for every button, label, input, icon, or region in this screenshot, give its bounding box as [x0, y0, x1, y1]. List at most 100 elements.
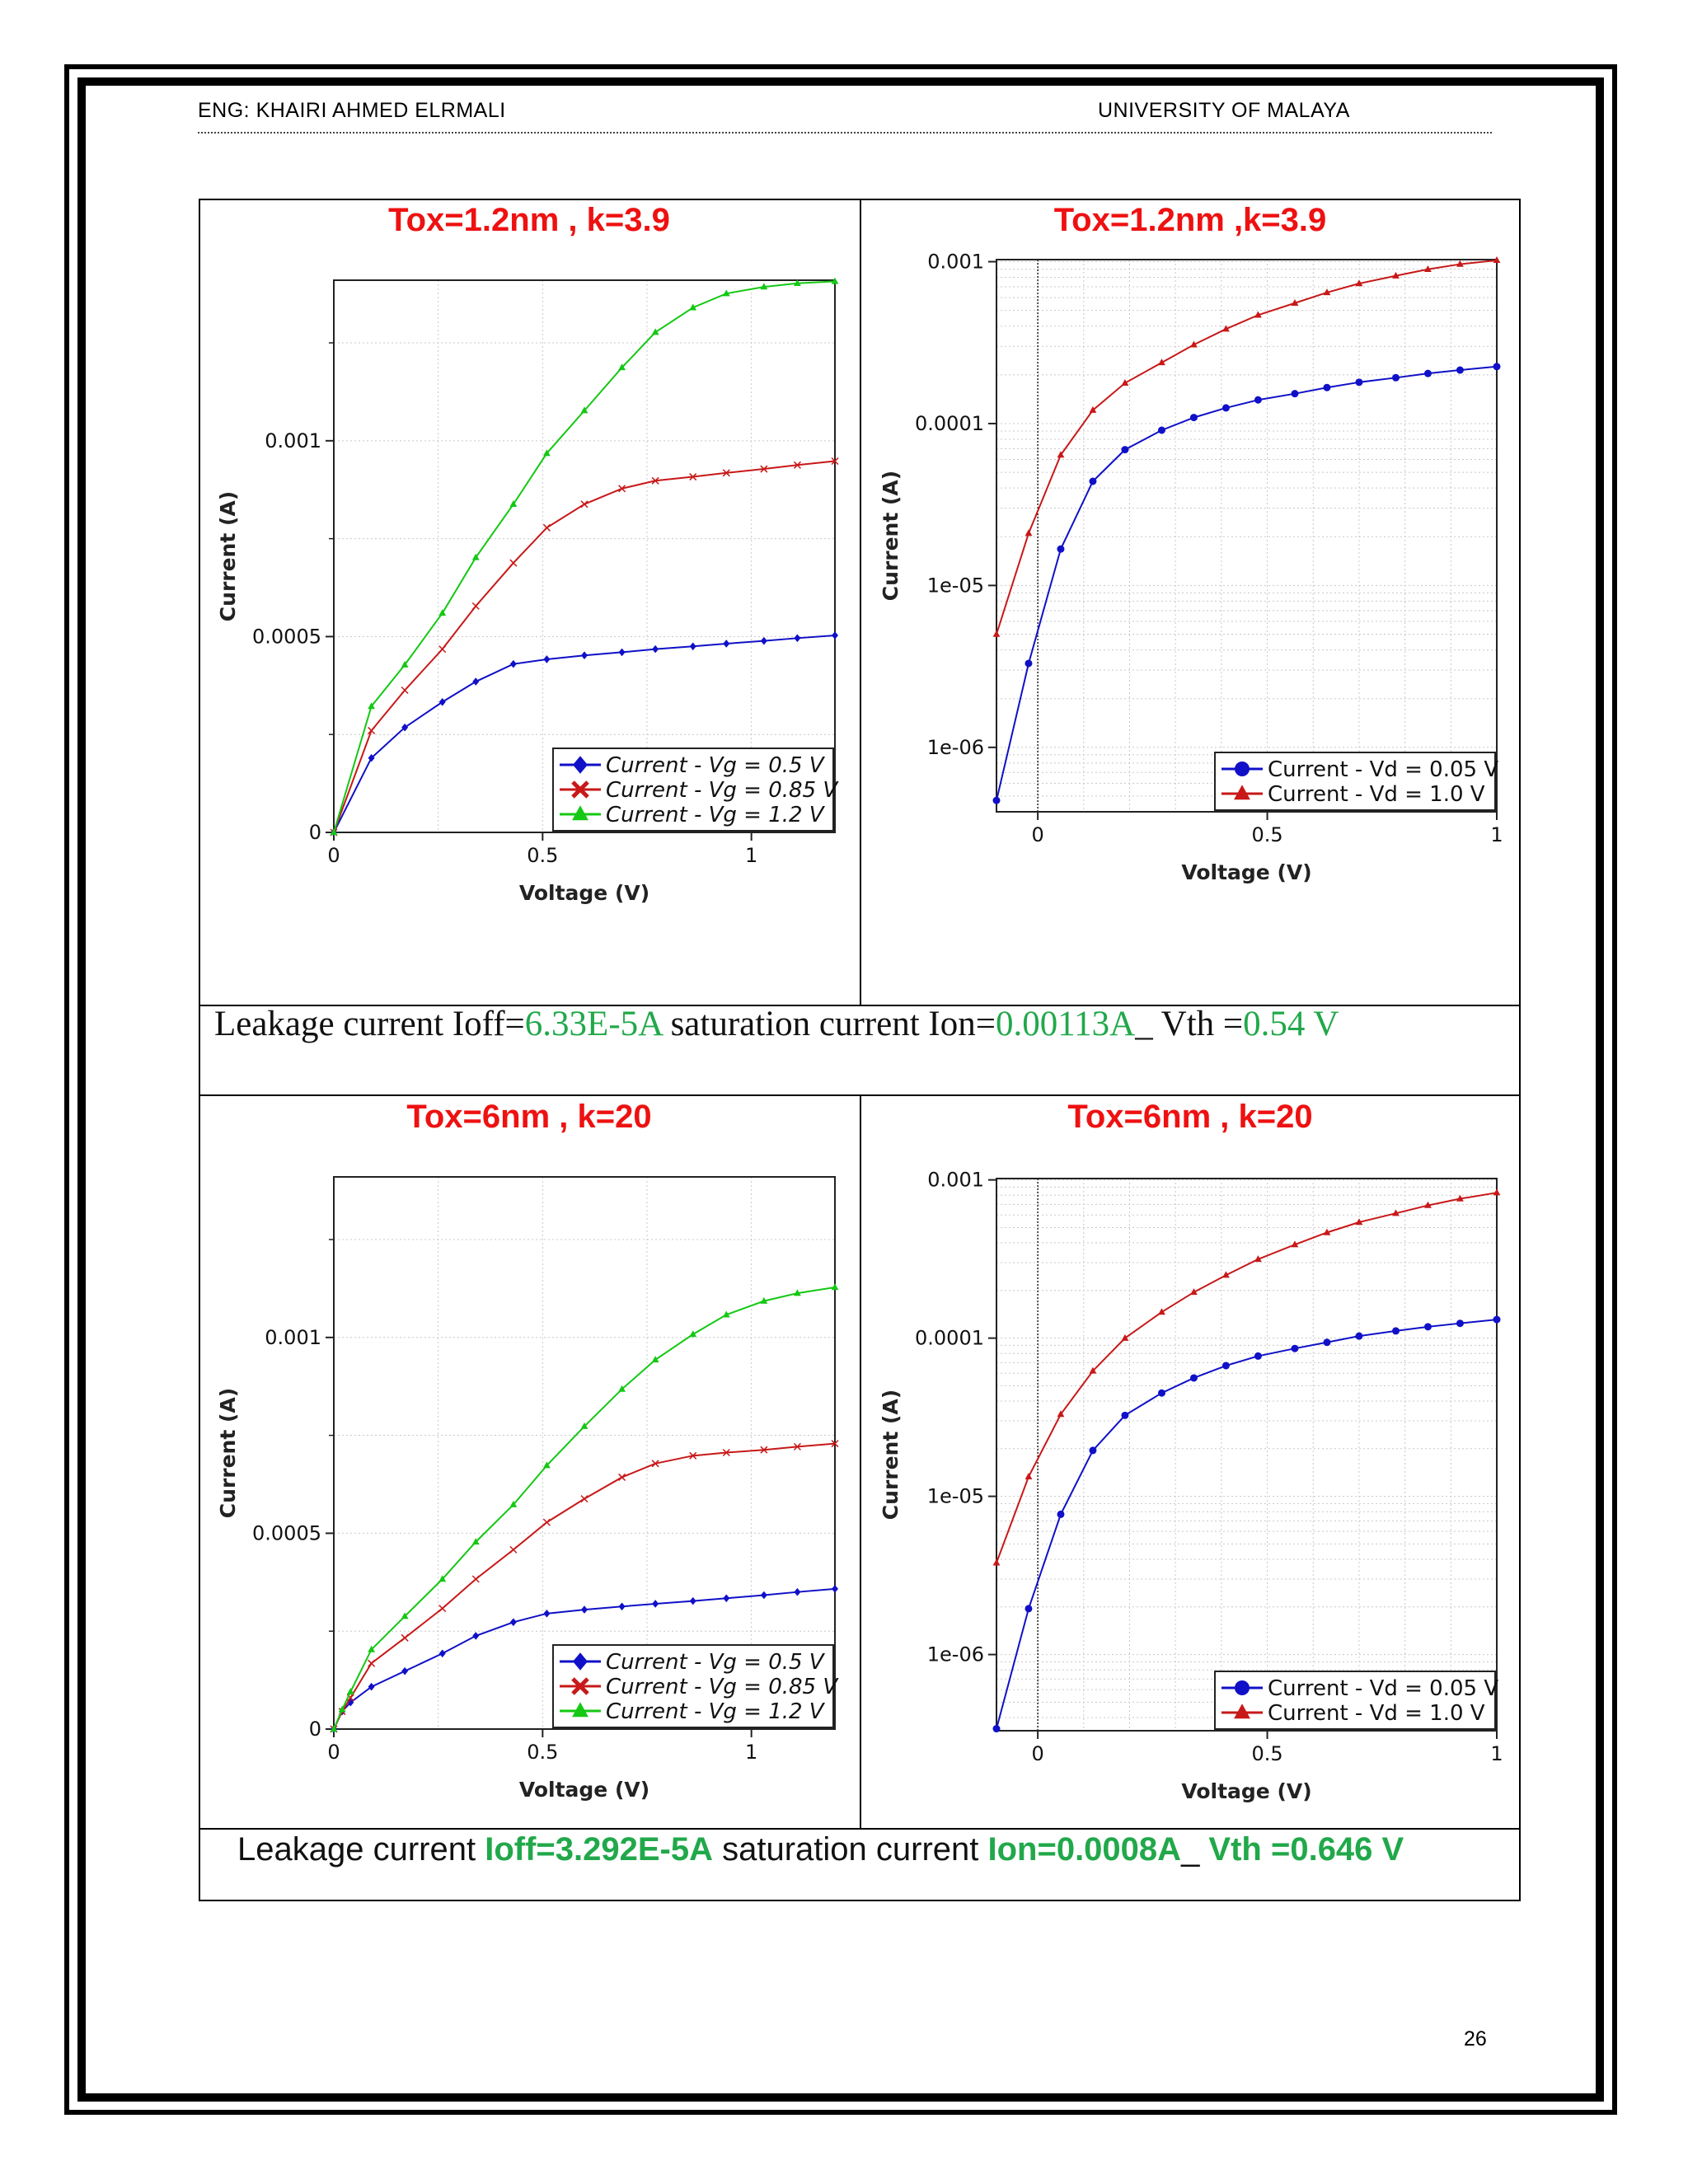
series-1: [992, 1188, 1501, 1566]
series-0: [992, 363, 1501, 804]
plot-frame: [996, 259, 1498, 813]
data-point: [992, 1558, 1001, 1566]
data-point: [1493, 363, 1501, 371]
data-point: [722, 1310, 730, 1318]
data-point: [992, 1725, 1001, 1733]
data-point: [689, 1330, 697, 1338]
x-tick-label: 0.5: [527, 844, 558, 867]
data-point: [1025, 659, 1033, 668]
data-point: [1355, 279, 1363, 287]
data-point: [618, 363, 626, 371]
plot-area: [996, 1179, 1497, 1731]
table-divider-vertical-bottom: [860, 1094, 861, 1828]
data-point: [471, 602, 480, 610]
caption-tox6-text2: saturation current: [712, 1831, 988, 1868]
caption-tox6-ion: Ion=0.0008A: [987, 1831, 1182, 1868]
data-point: [401, 1666, 409, 1675]
data-point: [794, 1587, 801, 1596]
data-point: [1254, 311, 1262, 318]
y-tick-label: 0.0001: [915, 412, 984, 435]
data-point: [992, 796, 1001, 804]
x-tick-label: 0.5: [1251, 823, 1282, 846]
data-point: [793, 1442, 801, 1451]
data-point: [401, 686, 409, 695]
data-point: [368, 726, 376, 734]
data-point: [794, 634, 801, 643]
caption-tox1-text1: Leakage current Ioff=: [214, 1005, 525, 1043]
data-point: [1158, 359, 1165, 366]
data-point: [1157, 426, 1165, 434]
y-axis-label: Current (A): [879, 1390, 903, 1520]
data-point: [1424, 1201, 1432, 1208]
data-point: [794, 1289, 801, 1296]
data-point: [651, 476, 659, 485]
data-point: [438, 1575, 447, 1582]
data-point: [1323, 1338, 1331, 1347]
chart-id-vg-tox6: 1e-06 1e-05 0.0001 0.001 0 0.5 1 Voltage (V) Cur…: [879, 1169, 1503, 1803]
series-line: [996, 1319, 1498, 1729]
data-point: [580, 500, 588, 509]
series-1: [992, 256, 1501, 637]
data-point: [438, 645, 447, 654]
y-tick-label: 0.0001: [915, 1327, 984, 1350]
data-point: [471, 1575, 480, 1583]
legend-box: [552, 748, 834, 832]
data-point: [722, 289, 730, 297]
data-point: [438, 609, 447, 616]
data-point: [1025, 529, 1033, 537]
legend-marker: [1234, 1704, 1250, 1719]
data-point: [401, 1633, 409, 1642]
chart-id-vd-tox6: 0 0.0005 0.001 0 0.5 1 Voltage (V) Current (A) C…: [216, 1176, 839, 1802]
x-tick-label: 1: [1490, 823, 1503, 846]
legend-label: Current - Vg = 0.85 V: [606, 778, 839, 803]
x-tick-label: 0: [1031, 1742, 1043, 1765]
data-point: [1254, 1255, 1262, 1263]
data-point: [1089, 1446, 1097, 1455]
data-point: [618, 648, 626, 657]
grid: [333, 280, 835, 832]
y-tick-label: 0.0005: [252, 625, 321, 648]
page-number: 26: [1464, 2027, 1487, 2050]
grid: [996, 1179, 1498, 1731]
data-point: [347, 1698, 354, 1707]
caption-tox1-ion: 0.00113A: [995, 1005, 1136, 1043]
legend-label: Current - Vg = 0.5 V: [606, 1650, 826, 1675]
data-point: [651, 1460, 659, 1468]
data-point: [580, 1495, 588, 1503]
y-tick-label: 0.0005: [252, 1521, 321, 1544]
data-point: [689, 642, 696, 651]
y-tick-label: 0.001: [265, 429, 321, 452]
table-divider-vertical-top: [860, 199, 861, 1005]
legend-marker: [571, 1677, 589, 1695]
data-point: [330, 1725, 338, 1732]
legend-label: Current - Vd = 1.0 V: [1268, 782, 1485, 807]
data-point: [330, 828, 338, 836]
data-point: [509, 659, 517, 668]
data-point: [722, 1448, 730, 1457]
data-point: [1157, 1389, 1165, 1397]
data-point: [1291, 1344, 1299, 1352]
data-point: [543, 1461, 551, 1469]
data-point: [1189, 1374, 1198, 1382]
data-point: [542, 1518, 551, 1526]
data-point: [652, 1600, 659, 1608]
legend-marker: [1234, 785, 1250, 800]
data-point: [472, 677, 480, 686]
data-point: [689, 1451, 697, 1460]
data-point: [1493, 1188, 1501, 1196]
data-point: [438, 1605, 447, 1613]
data-point: [1323, 383, 1331, 391]
series-1: [330, 457, 839, 837]
header-divider: [198, 132, 1492, 134]
table-divider-row1: [199, 1005, 1521, 1006]
data-point: [1057, 545, 1065, 553]
y-tick-label: 0.001: [927, 1169, 984, 1192]
x-tick-label: 0: [1031, 823, 1043, 846]
series-0: [992, 1315, 1501, 1733]
x-axis-label: Voltage (V): [1181, 860, 1311, 884]
data-point: [1355, 1218, 1363, 1226]
data-point: [1057, 451, 1065, 458]
caption-tox1-text3: _ Vth =: [1135, 1005, 1244, 1043]
plot-area: [996, 260, 1497, 812]
